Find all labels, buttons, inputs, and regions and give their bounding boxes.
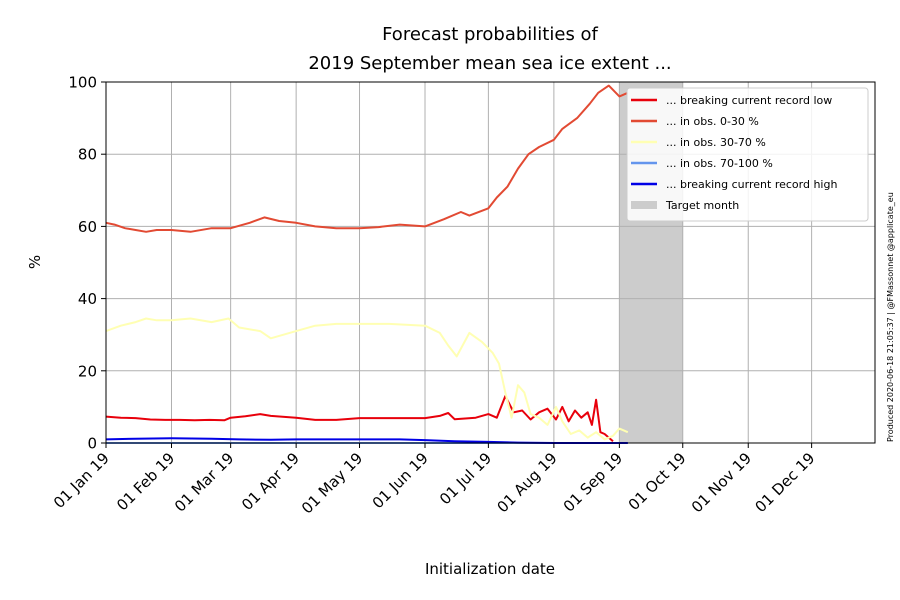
y-tick-label: 40 <box>78 290 97 308</box>
plot-series <box>105 84 629 444</box>
x-tick-label: 01 Mar 19 <box>171 449 237 515</box>
y-axis-label: % <box>26 255 44 269</box>
legend-swatch-target-month <box>631 201 657 209</box>
legend-label-in-obs-0-30: ... in obs. 0-30 % <box>666 115 759 128</box>
legend-label-target-month: Target month <box>665 199 739 212</box>
y-axis: 0 20 40 60 80 100 <box>68 74 106 453</box>
legend: ... breaking current record low ... in ob… <box>626 87 869 222</box>
y-tick-label: 20 <box>78 362 97 380</box>
y-tick-label: 80 <box>78 146 97 164</box>
x-tick-label: 01 Jan 19 <box>50 449 113 512</box>
y-tick-label: 0 <box>87 435 97 453</box>
x-tick-label: 01 Aug 19 <box>494 449 561 516</box>
x-tick-label: 01 Dec 19 <box>751 449 818 516</box>
plot-frame <box>105 81 876 444</box>
legend-box <box>626 87 869 222</box>
credit-text: Produced 2020-06-18 21:05:37 | @FMassonn… <box>886 192 895 442</box>
series-line-breaking-current-record-low <box>105 395 614 442</box>
x-tick-label: 01 May 19 <box>298 449 366 517</box>
x-tick-label: 01 Feb 19 <box>113 449 178 514</box>
chart-title-line-2: 2019 September mean sea ice extent ... <box>308 53 671 74</box>
x-tick-label: 01 Apr 19 <box>238 449 303 514</box>
x-axis-label: Initialization date <box>425 560 555 578</box>
series-line-in-obs-30-70 <box>105 317 629 441</box>
legend-label-breaking-current-record-high: ... breaking current record high <box>666 178 837 191</box>
x-tick-label: 01 Jul 19 <box>436 449 495 508</box>
legend-label-in-obs-30-70: ... in obs. 30-70 % <box>666 136 766 149</box>
y-tick-label: 60 <box>78 218 97 236</box>
x-tick-label: 01 Jun 19 <box>369 449 432 512</box>
series-line-in-obs-0-30 <box>105 84 629 233</box>
y-tick-label: 100 <box>68 74 97 92</box>
chart-title-line-1: Forecast probabilities of <box>382 24 598 45</box>
legend-label-in-obs-70-100: ... in obs. 70-100 % <box>666 157 773 170</box>
x-tick-label: 01 Sep 19 <box>560 449 626 515</box>
legend-label-breaking-current-record-low: ... breaking current record low <box>666 94 832 107</box>
series-line-breaking-current-record-high <box>105 437 628 444</box>
x-tick-label: 01 Oct 19 <box>625 449 690 514</box>
x-tick-label: 01 Nov 19 <box>688 449 755 516</box>
